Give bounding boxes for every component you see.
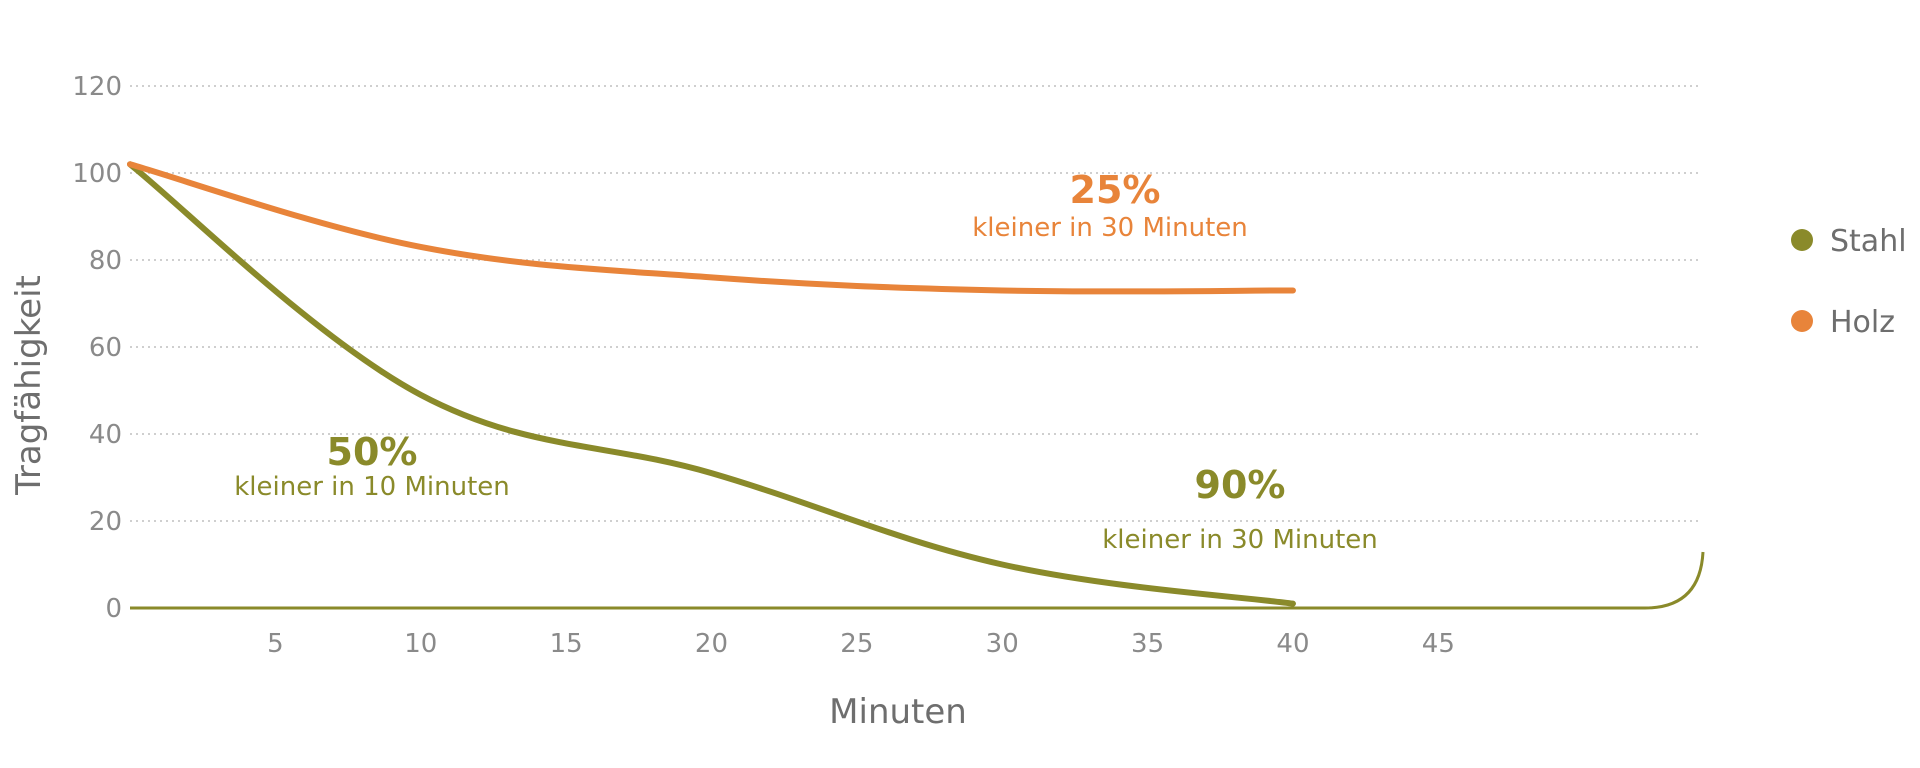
x-tick-label: 5 xyxy=(267,629,284,659)
y-tick-label: 80 xyxy=(89,246,122,276)
x-tick-label: 45 xyxy=(1422,629,1455,659)
series-line-holz xyxy=(127,161,1296,295)
legend-marker-holz xyxy=(1791,310,1813,332)
legend-label-stahl: Stahl xyxy=(1830,224,1907,259)
x-axis-label: Minuten xyxy=(829,692,967,732)
x-tick-label: 25 xyxy=(840,629,873,659)
annotation-stahl-10-text: kleiner in 10 Minuten xyxy=(234,472,510,502)
legend-marker-stahl xyxy=(1791,229,1813,251)
x-tick-label: 40 xyxy=(1276,629,1309,659)
legend-label-holz: Holz xyxy=(1830,305,1895,340)
annotation-holz-percent: 25% xyxy=(1070,168,1161,212)
x-tick-labels: 5 10 15 20 25 30 35 40 45 xyxy=(267,629,1455,659)
x-tick-label: 20 xyxy=(695,629,728,659)
annotation-stahl-30-percent: 90% xyxy=(1195,463,1286,507)
y-tick-label: 40 xyxy=(89,420,122,450)
x-axis-baseline xyxy=(130,551,1705,610)
y-tick-label: 100 xyxy=(72,159,122,189)
series-line-stahl xyxy=(127,161,1296,607)
annotation-stahl-10-percent: 50% xyxy=(327,430,418,474)
y-tick-label: 120 xyxy=(72,72,122,102)
y-tick-label: 60 xyxy=(89,333,122,363)
x-tick-label: 35 xyxy=(1131,629,1164,659)
y-axis-label: Tragfähigkeit xyxy=(9,275,49,496)
x-tick-label: 10 xyxy=(404,629,437,659)
x-tick-label: 30 xyxy=(986,629,1019,659)
y-tick-label: 0 xyxy=(105,594,122,624)
y-tick-labels: 0 20 40 60 80 100 120 xyxy=(72,72,122,624)
legend: Stahl Holz xyxy=(1791,224,1907,340)
annotation-holz-text: kleiner in 30 Minuten xyxy=(972,213,1248,243)
y-tick-label: 20 xyxy=(89,507,122,537)
annotation-stahl-30-text: kleiner in 30 Minuten xyxy=(1102,525,1378,555)
x-tick-label: 15 xyxy=(550,629,583,659)
series-lines xyxy=(127,161,1296,607)
x-axis-line xyxy=(130,551,1705,610)
grid-lines xyxy=(130,85,1700,522)
